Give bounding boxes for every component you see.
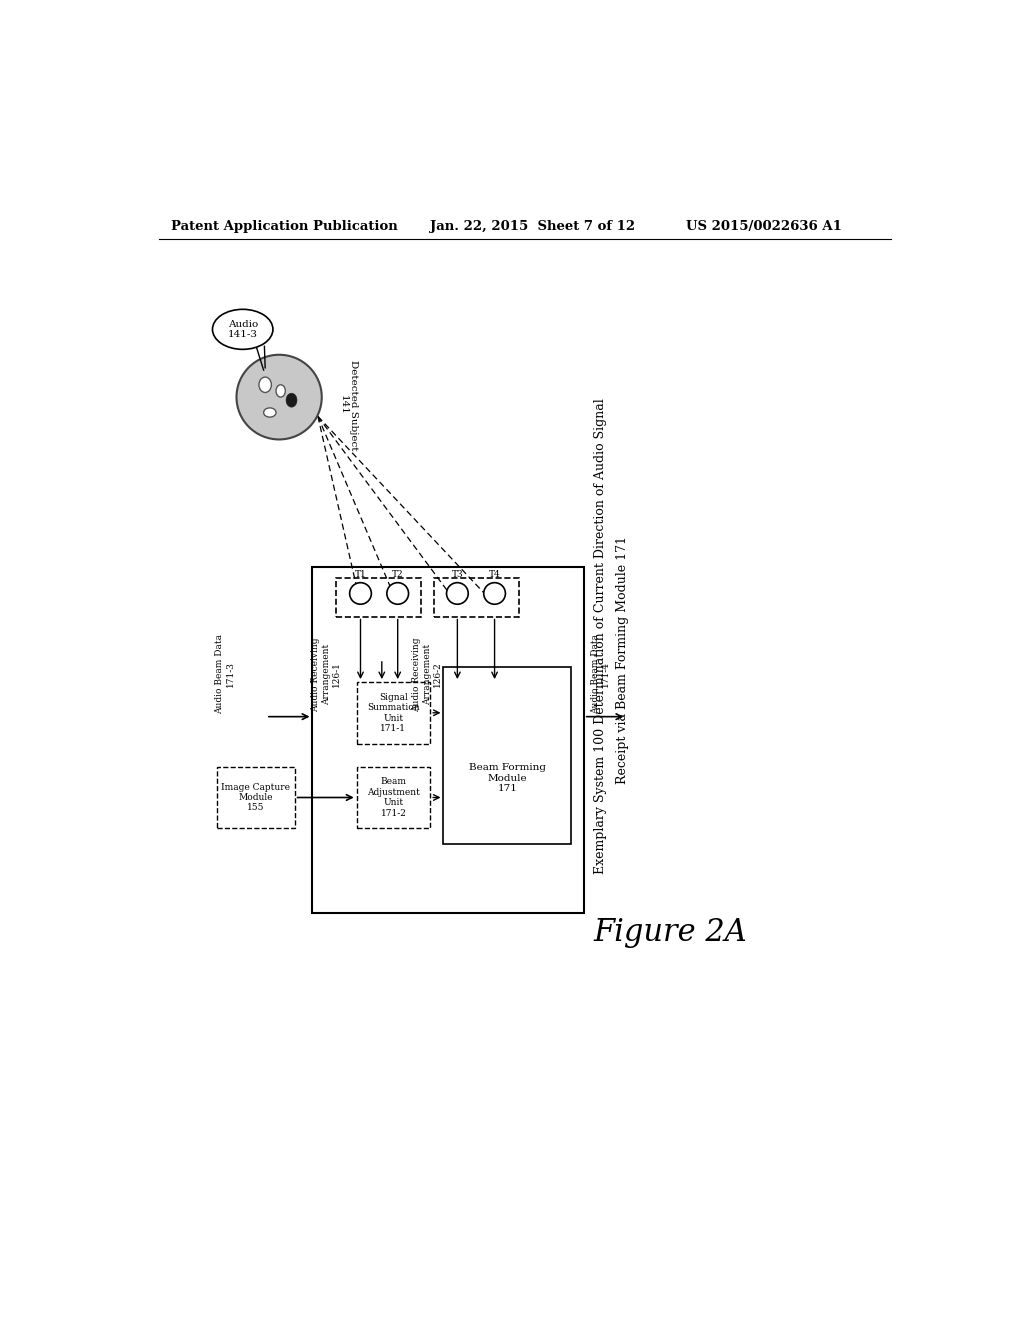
Text: Image Capture
Module
155: Image Capture Module 155	[221, 783, 291, 812]
Text: Detected Subject
141: Detected Subject 141	[338, 359, 357, 450]
Circle shape	[387, 582, 409, 605]
Ellipse shape	[212, 309, 273, 350]
Ellipse shape	[263, 408, 276, 417]
Ellipse shape	[276, 385, 286, 397]
Text: Receipt via Beam Forming Module 171: Receipt via Beam Forming Module 171	[616, 536, 629, 784]
Ellipse shape	[286, 393, 297, 407]
Text: T4: T4	[488, 570, 501, 579]
Text: Audio Beam Data
171-3: Audio Beam Data 171-3	[215, 635, 234, 714]
Circle shape	[483, 582, 506, 605]
Text: T1: T1	[354, 570, 367, 579]
Ellipse shape	[259, 378, 271, 392]
Circle shape	[349, 582, 372, 605]
Text: Audio Receiving
Arrangement
126-1: Audio Receiving Arrangement 126-1	[311, 638, 341, 711]
Text: T2: T2	[392, 570, 403, 579]
Text: Audio
141-3: Audio 141-3	[227, 319, 258, 339]
FancyBboxPatch shape	[356, 767, 430, 829]
FancyBboxPatch shape	[356, 682, 430, 743]
FancyBboxPatch shape	[217, 767, 295, 829]
Text: Beam Forming
Module
171: Beam Forming Module 171	[469, 763, 546, 793]
Text: T3: T3	[452, 570, 463, 579]
Text: Figure 2A: Figure 2A	[594, 917, 748, 948]
Text: Exemplary System 100 Determination of Current Direction of Audio Signal: Exemplary System 100 Determination of Cu…	[594, 397, 607, 874]
Text: Audio Beam Data
171-4: Audio Beam Data 171-4	[591, 635, 610, 714]
Circle shape	[446, 582, 468, 605]
Text: US 2015/0022636 A1: US 2015/0022636 A1	[686, 219, 842, 232]
Text: Audio Receiving
Arrangement
126-2: Audio Receiving Arrangement 126-2	[413, 638, 442, 711]
Text: Jan. 22, 2015  Sheet 7 of 12: Jan. 22, 2015 Sheet 7 of 12	[430, 219, 635, 232]
Circle shape	[237, 355, 322, 440]
Text: Patent Application Publication: Patent Application Publication	[171, 219, 397, 232]
Text: Signal
Summation
Unit
171-1: Signal Summation Unit 171-1	[368, 693, 420, 733]
Text: Beam
Adjustment
Unit
171-2: Beam Adjustment Unit 171-2	[367, 777, 420, 817]
